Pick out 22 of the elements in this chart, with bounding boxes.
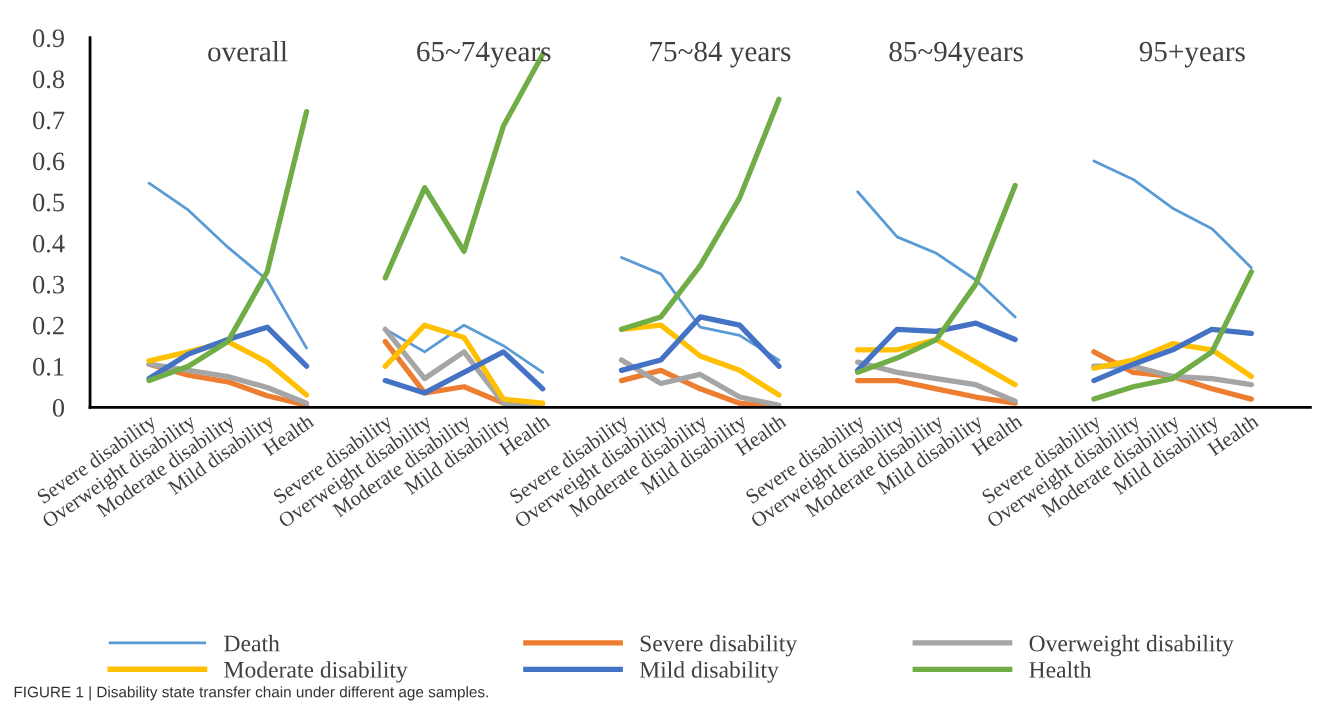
- y-tick-label: 0.7: [33, 111, 65, 130]
- annotation: 95+years: [1139, 41, 1245, 68]
- annotation: 85~94years: [889, 41, 1023, 68]
- y-tick-label: 0.2: [33, 316, 64, 335]
- caption: FIGURE 1 | Disability state transfer chain under different age samples.: [14, 686, 488, 701]
- y-tick-label: 0.5: [33, 193, 65, 212]
- annotation: 65~74years: [417, 41, 551, 68]
- legend-label: Death: [224, 634, 280, 652]
- y-tick-label: 0.1: [33, 357, 64, 376]
- y-tick-label: 0.3: [33, 275, 65, 294]
- legend-label: Overweight disability: [1029, 634, 1234, 657]
- y-tick-label: 0.6: [33, 152, 65, 171]
- y-tick-label: 0.8: [33, 70, 65, 89]
- y-tick-label: 0.4: [33, 234, 65, 253]
- y-tick-label: 0.9: [33, 29, 64, 48]
- legend-label: Moderate disability: [224, 661, 408, 683]
- annotation: 75~84 years: [650, 41, 791, 68]
- annotation: overall: [208, 40, 288, 62]
- legend-label: Severe disability: [640, 634, 798, 657]
- y-tick-label: 0: [52, 398, 65, 417]
- legend-label: Health: [1029, 661, 1092, 678]
- legend-label: Mild disability: [639, 661, 779, 683]
